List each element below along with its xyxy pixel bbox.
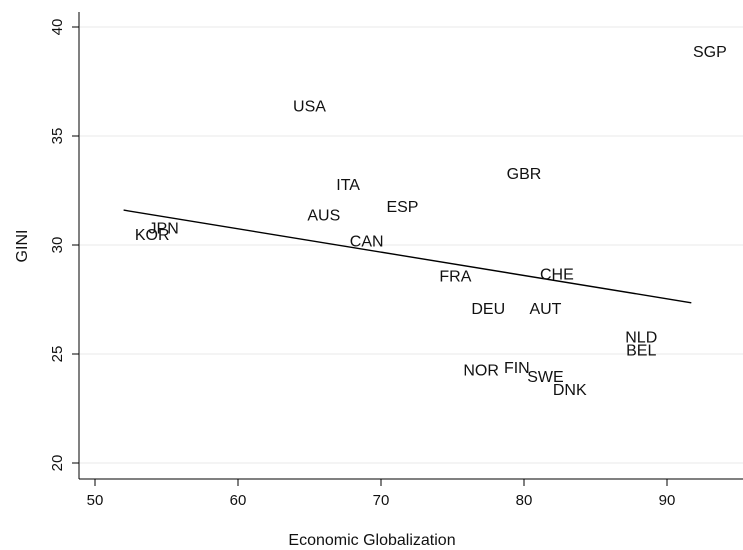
point-label-aus: AUS xyxy=(307,207,340,224)
point-label-fin: FIN xyxy=(504,360,530,377)
point-label-dnk: DNK xyxy=(553,382,587,399)
y-axis-title: GINI xyxy=(14,230,31,263)
point-label-gbr: GBR xyxy=(507,166,542,183)
y-axis-ticks: 20 25 30 35 40 xyxy=(49,19,79,472)
y-tick-label-40: 40 xyxy=(49,19,66,36)
point-label-fra: FRA xyxy=(439,269,471,286)
y-tick-label-20: 20 xyxy=(49,455,66,472)
x-tick-label-60: 60 xyxy=(230,492,247,509)
x-tick-label-70: 70 xyxy=(373,492,390,509)
point-label-kor: KOR xyxy=(135,227,170,244)
point-label-jpn: JPN xyxy=(149,221,179,238)
point-label-esp: ESP xyxy=(386,199,418,216)
point-label-swe: SWE xyxy=(527,369,563,386)
fit-line xyxy=(123,209,692,304)
point-label-aut: AUT xyxy=(529,301,561,318)
point-label-bel: BEL xyxy=(626,343,656,360)
x-axis-ticks: 50 60 70 80 90 xyxy=(87,479,676,509)
grid-layer xyxy=(80,26,743,464)
point-label-can: CAN xyxy=(350,234,384,251)
x-axis-title: Economic Globalization xyxy=(288,532,455,549)
point-label-nor: NOR xyxy=(463,362,499,379)
point-label-deu: DEU xyxy=(471,301,505,318)
point-label-nld: NLD xyxy=(625,330,657,347)
y-tick-label-25: 25 xyxy=(49,346,66,363)
point-label-che: CHE xyxy=(540,266,574,283)
point-label-usa: USA xyxy=(293,98,326,115)
point-label-sgp: SGP xyxy=(693,44,727,61)
y-tick-label-30: 30 xyxy=(49,237,66,254)
x-tick-label-90: 90 xyxy=(659,492,676,509)
x-tick-label-50: 50 xyxy=(87,492,104,509)
point-label-ita: ITA xyxy=(336,177,360,194)
x-tick-label-80: 80 xyxy=(516,492,533,509)
y-tick-label-35: 35 xyxy=(49,128,66,145)
